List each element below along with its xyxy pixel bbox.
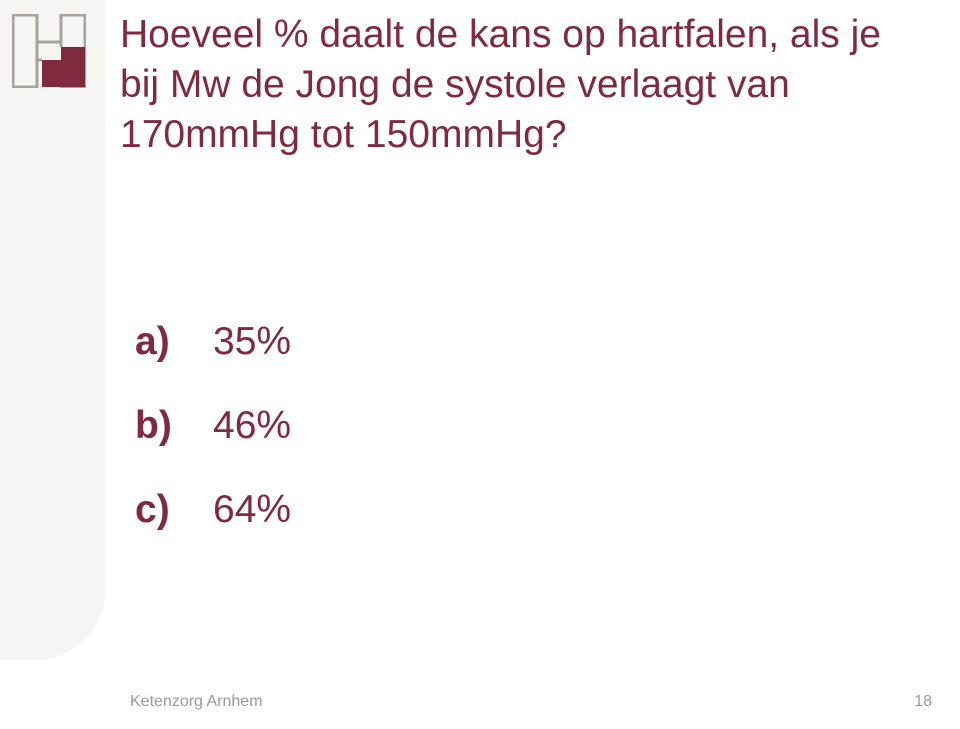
footer-text: Ketenzorg Arnhem [130, 693, 263, 711]
page-number: 18 [914, 693, 932, 711]
option-value: 35% [213, 320, 291, 364]
question-text: Hoeveel % daalt de kans op hartfalen, al… [120, 10, 920, 160]
slide: Hoeveel % daalt de kans op hartfalen, al… [0, 0, 960, 729]
option-row: c) 64% [135, 488, 835, 532]
option-row: b) 46% [135, 404, 835, 448]
option-value: 64% [213, 488, 291, 532]
option-row: a) 35% [135, 320, 835, 364]
option-value: 46% [213, 404, 291, 448]
option-letter: b) [135, 404, 213, 448]
option-letter: a) [135, 320, 213, 364]
options-list: a) 35% b) 46% c) 64% [135, 320, 835, 572]
logo-icon [12, 14, 86, 88]
left-band [0, 0, 105, 660]
footer: Ketenzorg Arnhem 18 [0, 681, 960, 729]
option-letter: c) [135, 488, 213, 532]
